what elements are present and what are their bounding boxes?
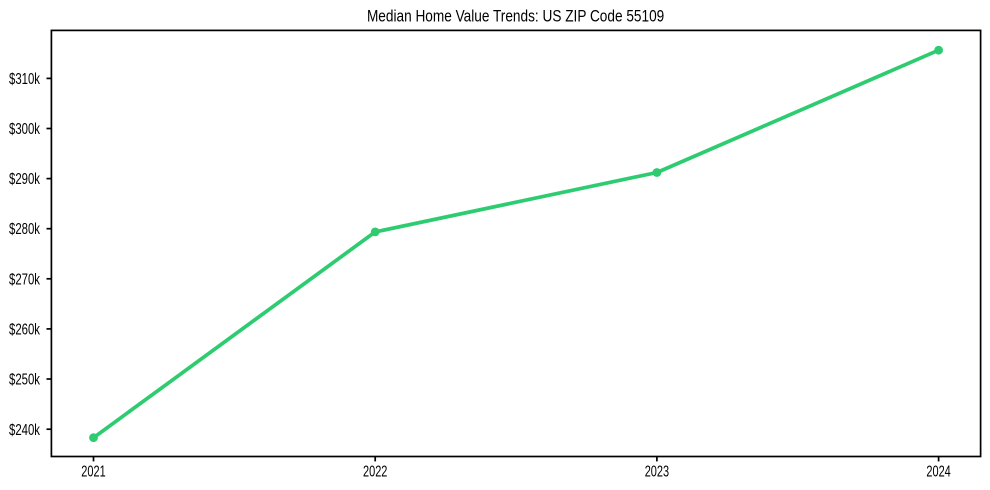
svg-text:2021: 2021 [81,464,105,481]
svg-text:$300k: $300k [9,121,40,138]
svg-text:$310k: $310k [9,71,40,88]
svg-text:2024: 2024 [926,464,951,481]
svg-text:2022: 2022 [363,464,387,481]
svg-text:$260k: $260k [9,321,40,338]
svg-text:$290k: $290k [9,171,40,188]
svg-text:Median Home Value Trends: US Z: Median Home Value Trends: US ZIP Code 55… [367,7,664,26]
svg-text:$280k: $280k [9,221,40,238]
svg-text:$250k: $250k [9,372,40,389]
svg-text:$270k: $270k [9,271,40,288]
svg-text:$240k: $240k [9,422,40,439]
svg-text:2023: 2023 [645,464,669,481]
